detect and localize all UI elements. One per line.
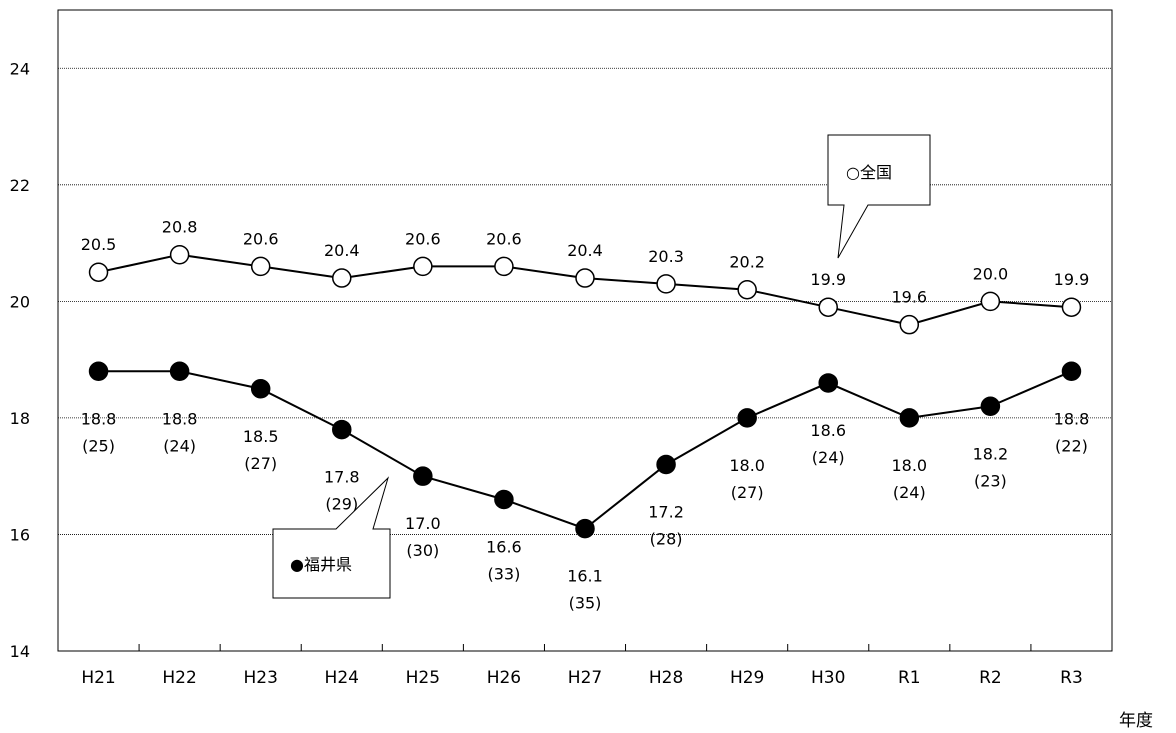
point-national-H23: [250, 256, 271, 277]
legend-label-fukui: ●福井県: [290, 555, 352, 574]
value-label-fukui-H23: 18.5: [243, 427, 279, 446]
x-tick-label-H25: H25: [406, 668, 440, 688]
point-national-H21: [88, 262, 109, 282]
value-label-national-R3: 19.9: [1054, 270, 1090, 289]
point-national-R1: [899, 314, 920, 335]
x-tick-label-H28: H28: [649, 668, 683, 688]
point-fukui-R2: [980, 396, 1001, 417]
rank-label-fukui-H27: (35): [569, 594, 602, 613]
value-label-national-H29: 20.2: [729, 253, 765, 272]
rank-label-fukui-H24: (29): [325, 495, 358, 514]
point-fukui-H27: [575, 518, 595, 539]
value-label-national-R1: 19.6: [891, 288, 927, 307]
point-national-H26: [494, 256, 514, 277]
point-national-H29: [737, 279, 757, 300]
value-label-fukui-R1: 18.0: [891, 456, 927, 475]
legend-callout-national: ○全国: [827, 134, 931, 259]
rank-label-fukui-H22: (24): [163, 436, 196, 455]
callout-box-fukui: [272, 476, 391, 599]
y-axis: 14 16 18 20 22 24: [10, 59, 30, 661]
point-national-H24: [332, 268, 352, 288]
point-national-H25: [413, 256, 433, 277]
point-national-H30: [818, 297, 838, 317]
x-tick-label-H26: H26: [487, 668, 521, 688]
x-tick-label-H27: H27: [568, 668, 602, 688]
point-fukui-R3: [1061, 361, 1082, 382]
point-national-H27: [575, 268, 595, 288]
x-axis: H21 H22 H23 H24 H25 H26 H27 H28 H29 H30 R1 R2 R3: [81, 644, 1083, 688]
x-tick-label-H23: H23: [243, 668, 277, 688]
rank-label-fukui-H21: (25): [82, 436, 115, 455]
y-tick-label-20: 20: [10, 292, 30, 311]
x-tick-label-H22: H22: [162, 668, 196, 688]
value-label-fukui-R3: 18.8: [1054, 409, 1090, 428]
point-fukui-H23: [250, 379, 271, 399]
x-tick-label-H21: H21: [81, 668, 115, 688]
value-label-fukui-H27: 16.1: [567, 567, 603, 586]
rank-label-fukui-H30: (24): [812, 448, 845, 467]
rank-label-fukui-R2: (23): [974, 471, 1007, 490]
value-label-fukui-H26: 16.6: [486, 537, 522, 556]
x-axis-label: 年度: [1119, 711, 1153, 731]
y-tick-label-22: 22: [10, 176, 30, 195]
point-fukui-H29: [737, 408, 757, 428]
value-label-national-H25: 20.6: [405, 229, 441, 248]
value-label-national-H27: 20.4: [567, 241, 603, 260]
value-label-fukui-H22: 18.8: [162, 409, 198, 428]
callout-box-national: [827, 134, 931, 259]
y-tick-label-14: 14: [10, 642, 30, 661]
point-national-R3: [1061, 297, 1082, 317]
x-tick-label-R1: R1: [898, 668, 921, 688]
rank-label-fukui-H23: (27): [244, 454, 277, 473]
legend-callout-fukui: ●福井県: [272, 476, 391, 599]
value-label-fukui-R2: 18.2: [973, 444, 1009, 463]
value-label-fukui-H28: 17.2: [648, 503, 684, 522]
x-tick-label-H24: H24: [325, 668, 359, 688]
point-fukui-H22: [169, 361, 190, 382]
point-fukui-H26: [494, 489, 514, 510]
point-fukui-H30: [818, 373, 838, 393]
rank-label-fukui-R1: (24): [893, 483, 926, 502]
y-tick-label-18: 18: [10, 409, 30, 428]
plot-area: [57, 9, 1113, 652]
rank-label-fukui-H29: (27): [731, 483, 764, 502]
value-label-national-H26: 20.6: [486, 229, 522, 248]
value-label-national-H23: 20.6: [243, 229, 279, 248]
value-label-fukui-H30: 18.6: [810, 421, 846, 440]
rank-label-fukui-H28: (28): [650, 530, 683, 549]
value-label-fukui-H24: 17.8: [324, 468, 360, 487]
y-tick-label-24: 24: [10, 59, 30, 78]
point-national-H28: [656, 274, 676, 294]
point-fukui-H28: [656, 454, 676, 475]
x-tick-label-H29: H29: [730, 668, 764, 688]
point-fukui-R1: [899, 408, 920, 428]
legend-label-national: ○全国: [846, 163, 892, 182]
data-points: [88, 244, 1082, 539]
value-label-national-R2: 20.0: [973, 264, 1009, 283]
x-tick-label-R2: R2: [979, 668, 1002, 688]
rank-label-fukui-H25: (30): [406, 541, 439, 560]
value-label-fukui-H25: 17.0: [405, 514, 441, 533]
value-label-national-H22: 20.8: [162, 218, 198, 237]
point-fukui-H21: [88, 361, 109, 382]
value-label-national-H24: 20.4: [324, 241, 360, 260]
rank-label-fukui-H26: (33): [488, 564, 521, 583]
rank-label-fukui-R3: (22): [1055, 436, 1088, 455]
value-label-fukui-H21: 18.8: [81, 409, 117, 428]
point-fukui-H24: [332, 419, 352, 440]
value-label-national-H30: 19.9: [810, 270, 846, 289]
x-tick-label-R3: R3: [1060, 668, 1083, 688]
point-national-H22: [169, 244, 190, 265]
value-label-fukui-H29: 18.0: [729, 456, 765, 475]
y-tick-label-16: 16: [10, 525, 30, 544]
x-tick-label-H30: H30: [811, 668, 845, 688]
value-label-national-H21: 20.5: [81, 235, 117, 254]
point-national-R2: [980, 291, 1001, 312]
value-label-national-H28: 20.3: [648, 247, 684, 266]
point-fukui-H25: [413, 466, 433, 486]
data-labels: 20.5 20.8 20.6 20.4 20.6 20.6 20.4 20.3 20.2 19.9…: [81, 218, 1090, 613]
